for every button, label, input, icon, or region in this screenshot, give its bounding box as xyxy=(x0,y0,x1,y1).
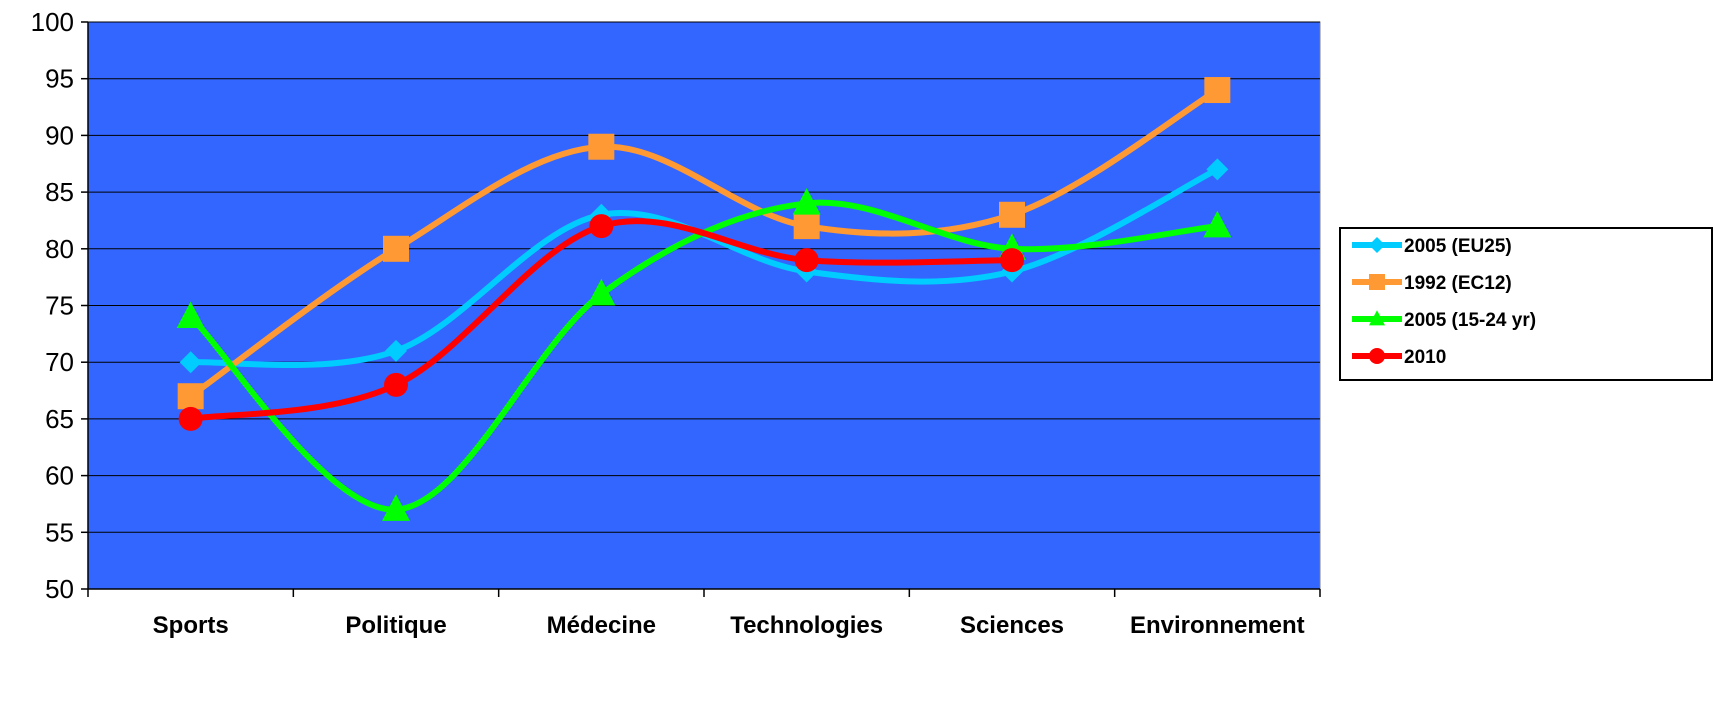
y-tick-label: 70 xyxy=(45,347,74,377)
x-tick-label: Médecine xyxy=(547,612,656,639)
legend-marker xyxy=(1369,274,1385,290)
series-3 xyxy=(178,214,1024,431)
x-tick-label: Sports xyxy=(153,612,229,639)
y-tick-label: 60 xyxy=(45,461,74,491)
x-tick-label: Sciences xyxy=(960,612,1064,639)
series-1 xyxy=(177,77,1231,410)
data-point xyxy=(589,214,614,239)
legend-label: 2005 (EU25) xyxy=(1404,236,1512,257)
data-point xyxy=(382,494,410,521)
legend-marker xyxy=(1369,310,1385,326)
data-point xyxy=(1204,77,1231,104)
legend: 2005 (EU25) 1992 (EC12) 2005 (15-24 yr) 201… xyxy=(1339,227,1713,381)
y-tick-label: 90 xyxy=(45,120,74,150)
data-point xyxy=(383,235,409,262)
data-point xyxy=(792,188,821,215)
data-point xyxy=(587,278,616,306)
y-tick-label: 100 xyxy=(31,7,74,37)
data-point xyxy=(794,248,819,273)
y-tick-label: 85 xyxy=(45,177,74,207)
data-point xyxy=(588,133,615,160)
legend-item: 2005 (EU25) xyxy=(1352,236,1512,257)
legend-label: 2005 (15-24 yr) xyxy=(1404,310,1536,331)
legend-marker xyxy=(1369,237,1385,253)
series-line xyxy=(187,87,1221,400)
legend-item: 1992 (EC12) xyxy=(1352,273,1512,294)
legend-item: 2010 xyxy=(1352,347,1446,368)
data-point xyxy=(177,383,204,410)
legend-label: 2010 xyxy=(1404,347,1446,368)
legend-item: 2005 (15-24 yr) xyxy=(1352,310,1536,331)
data-point xyxy=(1206,158,1229,181)
axes: 50 55 60 65 70 75 80 85 90 95 100 Sports Politique Mé… xyxy=(31,7,1321,639)
data-point xyxy=(793,213,820,240)
series-group xyxy=(176,77,1232,521)
y-tick-label: 75 xyxy=(45,291,74,321)
data-point xyxy=(1203,210,1232,238)
x-tick-label: Environnement xyxy=(1130,612,1305,639)
legend-label: 1992 (EC12) xyxy=(1404,273,1512,294)
data-point xyxy=(179,351,202,374)
data-point xyxy=(176,301,205,329)
y-tick-label: 55 xyxy=(45,517,74,547)
x-tick-label: Technologies xyxy=(730,612,883,639)
gridlines xyxy=(88,21,1320,533)
y-tick-label: 95 xyxy=(45,64,74,94)
data-point xyxy=(1000,248,1024,273)
data-point xyxy=(385,339,407,362)
y-tick-label: 50 xyxy=(45,574,74,604)
data-point xyxy=(384,372,408,397)
y-tick-label: 80 xyxy=(45,234,74,264)
legend-marker xyxy=(1369,348,1385,364)
x-tick-label: Politique xyxy=(345,612,446,639)
data-point xyxy=(178,406,203,431)
y-tick-label: 65 xyxy=(45,404,74,434)
data-point xyxy=(999,201,1025,228)
